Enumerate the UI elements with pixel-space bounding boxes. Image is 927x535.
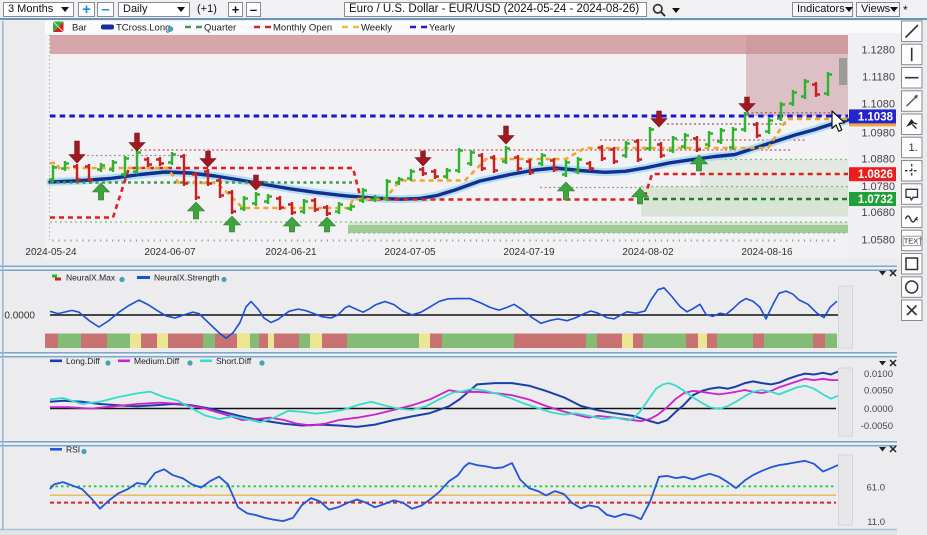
svg-text:61.0: 61.0 [867, 483, 886, 494]
svg-text:NeuralX.Strength: NeuralX.Strength [154, 273, 219, 283]
svg-text:2024-08-02: 2024-08-02 [622, 247, 674, 258]
svg-text:2024-07-05: 2024-07-05 [384, 247, 436, 258]
svg-text:1.0980: 1.0980 [861, 128, 895, 140]
svg-text:TCross.Long: TCross.Long [116, 23, 170, 34]
svg-text:Quarter: Quarter [204, 23, 236, 34]
svg-text:0.0000: 0.0000 [4, 311, 35, 322]
svg-text:0.0100: 0.0100 [864, 369, 893, 380]
svg-text:11.0: 11.0 [867, 517, 885, 528]
svg-text:0.0000: 0.0000 [864, 404, 893, 415]
svg-text:1.1180: 1.1180 [862, 72, 895, 84]
svg-text:1.0580: 1.0580 [861, 235, 895, 247]
svg-text:0.0050: 0.0050 [864, 386, 893, 397]
svg-text:1.0880: 1.0880 [861, 154, 895, 166]
svg-text:RSI: RSI [66, 445, 80, 455]
svg-text:NeuralX.Max: NeuralX.Max [66, 273, 116, 283]
svg-text:1.0780: 1.0780 [861, 181, 895, 193]
svg-text:Monthly Open: Monthly Open [273, 23, 332, 34]
svg-text:Medium.Diff: Medium.Diff [134, 356, 180, 366]
svg-text:2024-06-07: 2024-06-07 [144, 247, 196, 258]
svg-text:Weekly: Weekly [361, 23, 392, 34]
svg-text:Bar: Bar [72, 23, 87, 34]
svg-text:2024-07-19: 2024-07-19 [503, 247, 555, 258]
svg-text:-0.0050: -0.0050 [861, 421, 893, 432]
svg-text:1.: 1. [909, 142, 918, 154]
svg-text:Short.Diff: Short.Diff [216, 356, 252, 366]
svg-text:TEXT: TEXT [904, 237, 924, 246]
svg-text:1.0680: 1.0680 [861, 207, 895, 219]
svg-text:1.1280: 1.1280 [861, 45, 895, 57]
svg-text:2024-06-21: 2024-06-21 [265, 247, 317, 258]
svg-text:1.1080: 1.1080 [861, 99, 895, 111]
svg-text:1.0826: 1.0826 [858, 169, 893, 181]
svg-text:1.1038: 1.1038 [858, 111, 894, 123]
svg-text:Long.Diff: Long.Diff [66, 356, 101, 366]
svg-text:2024-05-24: 2024-05-24 [25, 247, 77, 258]
svg-text:1.0732: 1.0732 [858, 194, 893, 206]
svg-text:Yearly: Yearly [429, 23, 455, 34]
svg-text:2024-08-16: 2024-08-16 [741, 247, 793, 258]
